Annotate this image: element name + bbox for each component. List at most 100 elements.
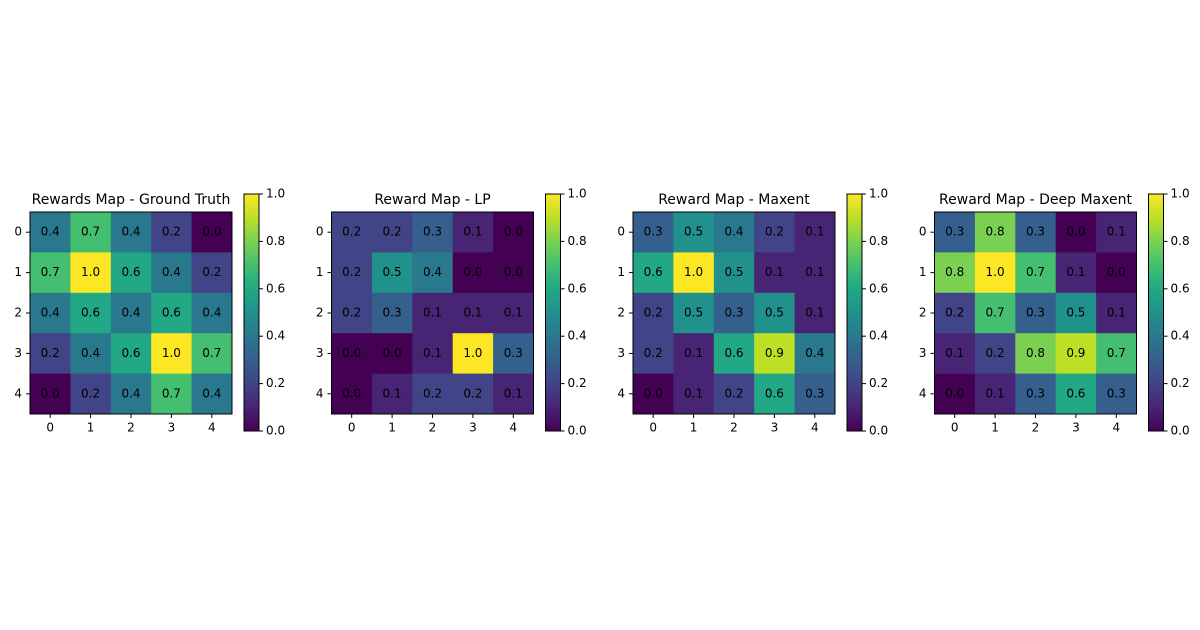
cell-label: 0.5 — [1066, 306, 1085, 320]
heatmap-cell — [713, 252, 755, 294]
cell-label: 0.1 — [1107, 225, 1126, 239]
heatmap-cell — [191, 373, 233, 415]
heatmap-cell — [754, 373, 796, 415]
cell-label: 0.0 — [342, 346, 361, 360]
heatmap-cell — [331, 373, 373, 415]
cell-label: 0.1 — [423, 346, 442, 360]
heatmap-cell — [371, 333, 413, 375]
cell-label: 0.6 — [162, 306, 181, 320]
x-tick-label: 1 — [690, 421, 698, 435]
chart-title: Rewards Map - Ground Truth — [32, 192, 231, 208]
cell-label: 0.4 — [121, 386, 140, 400]
heatmap-cell — [30, 373, 71, 415]
x-tick-label: 4 — [208, 421, 216, 435]
cell-label: 0.5 — [684, 306, 703, 320]
cell-label: 0.2 — [463, 386, 482, 400]
heatmap-cell — [151, 373, 193, 415]
cell-label: 0.4 — [724, 225, 743, 239]
heatmap-cell — [452, 292, 494, 334]
heatmap-cell — [934, 292, 976, 334]
y-tick-label: 3 — [919, 346, 927, 360]
heatmap-cell — [70, 292, 112, 334]
cell-label: 0.1 — [805, 225, 824, 239]
y-tick-label: 4 — [617, 386, 625, 400]
cell-label: 0.4 — [81, 346, 100, 360]
heatmap-cell — [412, 373, 454, 415]
x-tick-label: 2 — [730, 421, 738, 435]
cell-label: 0.2 — [342, 225, 361, 239]
heatmap-cell — [974, 212, 1016, 253]
heatmap-cell — [1055, 212, 1097, 253]
cell-label: 0.2 — [423, 386, 442, 400]
heatmap-cell — [151, 212, 193, 253]
cell-label: 0.3 — [644, 225, 663, 239]
heatmap-cell — [1096, 292, 1137, 334]
cell-label: 0.7 — [81, 225, 100, 239]
y-tick-label: 3 — [14, 346, 22, 360]
heatmap-cell — [412, 252, 454, 294]
heatmap-cell — [754, 292, 796, 334]
colorbar-tick-label: 0.8 — [869, 234, 888, 248]
heatmap-cell — [754, 333, 796, 375]
cell-label: 0.2 — [162, 225, 181, 239]
heatmap-cell — [30, 252, 71, 294]
cell-label: 0.2 — [945, 306, 964, 320]
heatmap-cell — [673, 373, 715, 415]
y-tick-label: 0 — [919, 225, 927, 239]
y-tick-label: 4 — [316, 386, 324, 400]
cell-label: 0.1 — [1066, 265, 1085, 279]
cell-label: 0.8 — [945, 265, 964, 279]
cell-label: 0.3 — [504, 346, 523, 360]
heatmap-cell — [30, 212, 71, 253]
heatmap-cell — [110, 252, 152, 294]
heatmap-cell — [151, 333, 193, 375]
cell-label: 0.4 — [162, 265, 181, 279]
cell-label: 0.7 — [1026, 265, 1045, 279]
cell-label: 0.3 — [724, 306, 743, 320]
heatmap-cell — [412, 292, 454, 334]
heatmap-cell — [110, 292, 152, 334]
cell-label: 0.6 — [121, 346, 140, 360]
x-tick-label: 4 — [1112, 421, 1120, 435]
colorbar-tick-label: 0.8 — [568, 234, 587, 248]
colorbar-tick-label: 0.2 — [1171, 376, 1190, 390]
cell-label: 0.3 — [945, 225, 964, 239]
heatmap-cell — [70, 212, 112, 253]
cell-label: 0.6 — [724, 346, 743, 360]
heatmap-cell — [191, 252, 233, 294]
cell-label: 0.4 — [202, 386, 221, 400]
x-tick-label: 3 — [168, 421, 176, 435]
heatmap-cell — [713, 373, 755, 415]
heatmap-cell — [191, 333, 233, 375]
colorbar-tick-label: 0.0 — [568, 424, 587, 438]
colorbar-tick-label: 0.6 — [1171, 281, 1190, 295]
cell-label: 0.1 — [504, 306, 523, 320]
cell-label: 0.3 — [805, 386, 824, 400]
colorbar-tick-label: 0.6 — [568, 281, 587, 295]
colorbar-tick-label: 1.0 — [1171, 187, 1190, 201]
heatmap-cell — [633, 212, 674, 253]
colorbar-tick-label: 0.2 — [266, 376, 285, 390]
cell-label: 1.0 — [463, 346, 482, 360]
heatmap-cell — [1096, 333, 1137, 375]
cell-label: 0.8 — [1026, 346, 1045, 360]
y-tick-label: 0 — [14, 225, 22, 239]
cell-label: 0.4 — [41, 306, 60, 320]
colorbar-tick-label: 0.0 — [266, 424, 285, 438]
heatmap-cell — [1015, 292, 1057, 334]
cell-label: 0.5 — [684, 225, 703, 239]
heatmap-cell — [151, 252, 193, 294]
cell-label: 0.2 — [644, 306, 663, 320]
colorbar-tick-label: 1.0 — [266, 187, 285, 201]
heatmap-cell — [794, 292, 836, 334]
heatmap-cell — [331, 333, 373, 375]
cell-label: 0.2 — [644, 346, 663, 360]
cell-label: 0.1 — [765, 265, 784, 279]
cell-label: 0.5 — [724, 265, 743, 279]
heatmap-cell — [371, 292, 413, 334]
heatmap-cell — [30, 333, 71, 375]
colorbar-tick-label: 0.2 — [568, 376, 587, 390]
cell-label: 0.4 — [41, 225, 60, 239]
cell-label: 0.2 — [383, 225, 402, 239]
cell-label: 0.7 — [986, 306, 1005, 320]
